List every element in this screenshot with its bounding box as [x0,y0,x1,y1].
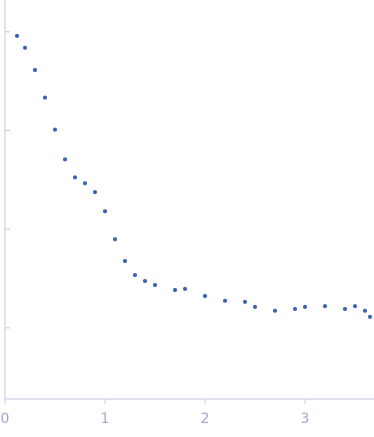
x-tick-label: 2 [201,411,210,427]
data-point [243,299,247,304]
data-point [293,307,297,312]
data-point [33,68,37,73]
data-point [43,95,47,100]
x-tick-label: 0 [1,411,10,427]
data-point [63,157,67,162]
data-point [113,237,117,242]
data-point [273,308,277,313]
data-point [173,287,177,292]
data-point [323,304,327,309]
data-point [93,190,97,195]
data-point [363,308,367,313]
data-point [123,259,127,264]
data-point [203,294,207,299]
x-tick-label: 3 [301,411,310,427]
data-point [23,45,27,50]
data-point [133,273,137,278]
data-point [83,181,87,186]
x-tick-label: 1 [101,411,110,427]
data-point [73,175,77,180]
data-point [143,279,147,284]
data-point [103,209,107,214]
data-point [15,33,19,38]
data-point [153,282,157,287]
data-point [353,304,357,309]
data-point [183,286,187,291]
data-point [303,304,307,309]
data-point [253,304,257,309]
data-point [368,314,372,319]
data-point [53,127,57,132]
data-point [343,307,347,312]
data-point [223,298,227,303]
